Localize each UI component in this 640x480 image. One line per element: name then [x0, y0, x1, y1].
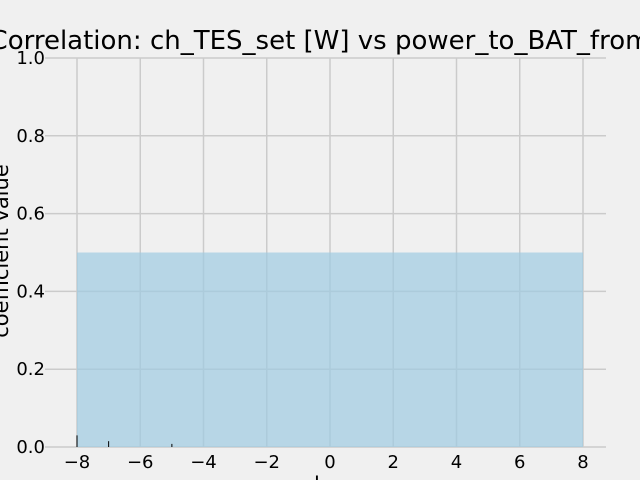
x-tick-label: −4 — [190, 452, 217, 473]
x-axis-title: lag — [314, 473, 346, 480]
y-tick-label: 0.6 — [16, 204, 45, 225]
area-series — [77, 252, 583, 447]
chart-title: Correlation: ch_TES_set [W] vs power_to_… — [0, 26, 640, 56]
x-tick-label: 6 — [514, 452, 525, 473]
tick-labels: −8 −6 −4 −2 0 2 4 6 8 0.0 0.2 0.4 0.6 0.8 1.0 — [16, 48, 588, 473]
y-tick-label: 1.0 — [16, 48, 45, 69]
x-tick-label: −2 — [253, 452, 280, 473]
y-tick-label: 0.0 — [16, 437, 45, 458]
y-axis-title: coefficient value — [0, 164, 13, 338]
y-tick-label: 0.8 — [16, 126, 45, 147]
x-tick-label: 0 — [324, 452, 335, 473]
x-tick-label: −6 — [127, 452, 154, 473]
series-layer — [76, 252, 583, 447]
x-tick-label: 4 — [451, 452, 462, 473]
x-tick-label: 8 — [577, 452, 588, 473]
x-tick-label: 2 — [388, 452, 399, 473]
y-tick-label: 0.2 — [16, 359, 45, 380]
y-tick-label: 0.4 — [16, 281, 45, 302]
x-tick-label: −8 — [64, 452, 91, 473]
